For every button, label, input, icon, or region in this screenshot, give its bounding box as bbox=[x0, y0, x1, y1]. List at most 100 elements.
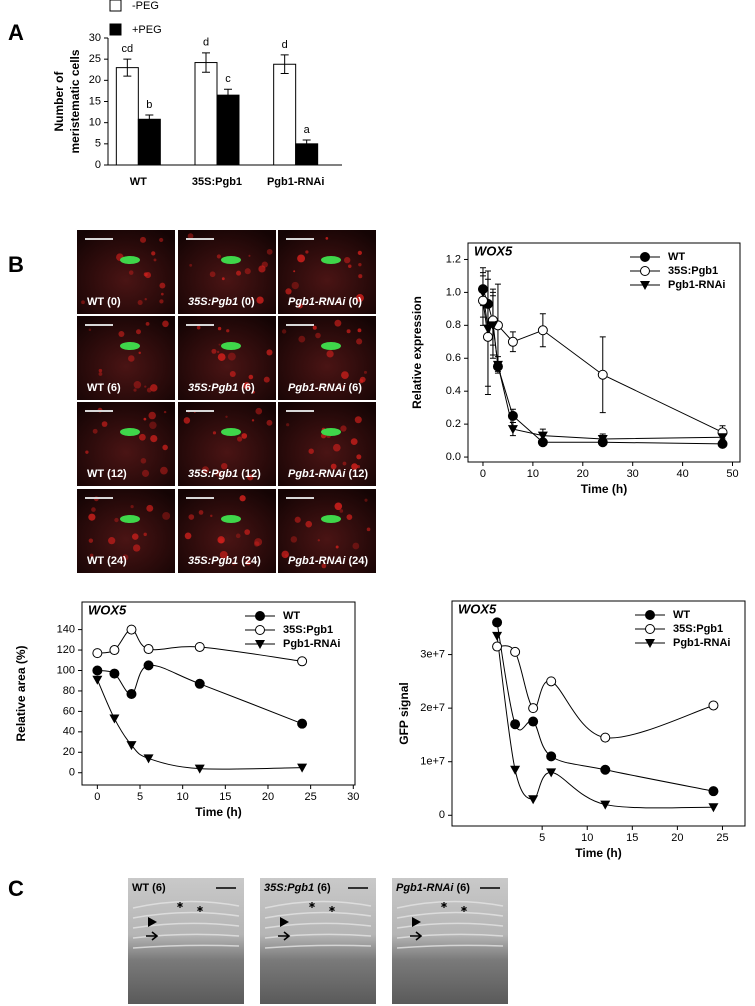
chart-title: WOX5 bbox=[88, 602, 127, 617]
micrograph-label: WT (6) bbox=[132, 882, 166, 894]
micrograph-speckle bbox=[81, 300, 85, 305]
y-tick-label: 30 bbox=[89, 32, 101, 44]
micrograph-speckle bbox=[337, 301, 340, 304]
panel-label: B bbox=[8, 252, 24, 277]
micrograph-speckle bbox=[146, 504, 154, 512]
cell-outline bbox=[264, 900, 372, 909]
micrograph-speckle bbox=[211, 348, 217, 354]
micrograph-speckle bbox=[247, 474, 254, 481]
x-tick-label: 10 bbox=[177, 791, 189, 803]
micrograph-speckle bbox=[350, 438, 358, 446]
micrograph-label: 35S:Pgb1 (24) bbox=[188, 555, 261, 567]
micrograph-speckle bbox=[330, 463, 337, 470]
micrograph-speckle bbox=[354, 416, 362, 424]
cell-outline bbox=[264, 933, 372, 939]
marker bbox=[92, 648, 103, 659]
error-bar bbox=[280, 54, 289, 75]
micrograph-speckle bbox=[315, 332, 321, 339]
micrograph-speckle bbox=[235, 533, 241, 539]
micrograph bbox=[77, 402, 175, 486]
x-tick-label: 25 bbox=[716, 832, 728, 844]
micrograph-speckle bbox=[151, 251, 156, 256]
micrograph-label: 35S:Pgb1 (6) bbox=[188, 382, 255, 394]
marker bbox=[92, 665, 103, 676]
plot-frame bbox=[81, 601, 356, 786]
asterisk-stroke bbox=[329, 906, 335, 912]
asterisk-stroke bbox=[197, 906, 203, 912]
micrograph-speckle bbox=[98, 368, 103, 373]
gfp-signal bbox=[221, 428, 241, 436]
micrograph-label: Pgb1-RNAi (24) bbox=[288, 555, 368, 567]
y-tick-label: 2e+7 bbox=[420, 702, 445, 714]
x-tick-label: 5 bbox=[539, 832, 545, 844]
micrograph-speckle bbox=[297, 303, 303, 309]
micrograph-speckle bbox=[255, 407, 263, 415]
marker bbox=[143, 644, 154, 655]
micrograph-speckle bbox=[215, 469, 222, 477]
micrograph-speckle bbox=[251, 419, 255, 422]
micrograph-speckle bbox=[144, 385, 147, 388]
gfp-signal bbox=[120, 515, 140, 523]
micrograph-speckle bbox=[286, 423, 290, 427]
micrograph-speckle bbox=[342, 385, 346, 389]
gfp-signal bbox=[321, 256, 341, 264]
legend-label: Pgb1-RNAi bbox=[283, 638, 340, 650]
micrograph-speckle bbox=[130, 505, 134, 509]
micrograph-label: WT (0) bbox=[87, 296, 121, 308]
micrograph-speckle bbox=[159, 237, 164, 243]
micrograph bbox=[77, 489, 175, 573]
micrograph-speckle bbox=[145, 321, 150, 326]
micrograph-speckle bbox=[325, 237, 329, 240]
legend-marker bbox=[255, 611, 265, 621]
marker bbox=[109, 645, 120, 656]
error-bar bbox=[202, 52, 210, 73]
micrograph-speckle bbox=[217, 536, 225, 544]
marker bbox=[708, 803, 719, 813]
micrograph-speckle bbox=[317, 539, 320, 542]
micrograph-speckle bbox=[209, 271, 216, 278]
micrograph-speckle bbox=[122, 554, 129, 561]
y-tick-label: 80 bbox=[63, 685, 75, 697]
y-tick-label: 0 bbox=[69, 767, 75, 779]
micrograph-speckle bbox=[132, 544, 141, 552]
marker bbox=[492, 641, 503, 652]
micrograph-label: Pgb1-RNAi (6) bbox=[288, 382, 362, 394]
micrograph-speckle bbox=[358, 262, 362, 267]
micrograph-speckle bbox=[326, 350, 334, 358]
micrograph bbox=[178, 489, 276, 573]
micrograph bbox=[128, 878, 244, 1004]
micrograph-speckle bbox=[160, 292, 164, 296]
micrograph-label: WT (6) bbox=[87, 382, 121, 394]
x-tick-label: 15 bbox=[626, 832, 638, 844]
micrograph-speckle bbox=[236, 270, 242, 276]
y-tick-label: 0.6 bbox=[446, 352, 461, 364]
micrograph-speckle bbox=[239, 495, 246, 502]
y-tick-label: 0 bbox=[439, 809, 445, 821]
micrograph-speckle bbox=[188, 514, 195, 520]
marker bbox=[510, 646, 521, 657]
x-tick-label: 5 bbox=[137, 791, 143, 803]
x-axis-label: Time (h) bbox=[195, 805, 241, 819]
y-tick-label: 15 bbox=[89, 95, 101, 107]
x-tick-label: 30 bbox=[347, 791, 359, 803]
x-tick-label: 35S:Pgb1 bbox=[192, 176, 242, 188]
micrograph-speckle bbox=[89, 553, 94, 558]
micrograph-speckle bbox=[281, 329, 287, 334]
chart-title: WOX5 bbox=[458, 601, 497, 616]
marker bbox=[194, 678, 205, 689]
arrow bbox=[146, 931, 159, 941]
micrograph-speckle bbox=[226, 329, 230, 333]
marker bbox=[528, 716, 539, 727]
micrograph-speckle bbox=[183, 417, 191, 424]
marker bbox=[597, 434, 608, 444]
x-tick-label: 0 bbox=[480, 468, 486, 480]
marker bbox=[600, 764, 611, 775]
marker bbox=[194, 764, 205, 774]
y-tick-label: 1.2 bbox=[446, 253, 461, 265]
marker bbox=[546, 751, 557, 762]
legend-marker bbox=[255, 625, 265, 635]
y-tick-label: 3e+7 bbox=[420, 648, 445, 660]
micrograph-speckle bbox=[153, 258, 157, 262]
micrograph-label: WT (12) bbox=[87, 468, 127, 480]
panel-label: A bbox=[8, 20, 24, 45]
